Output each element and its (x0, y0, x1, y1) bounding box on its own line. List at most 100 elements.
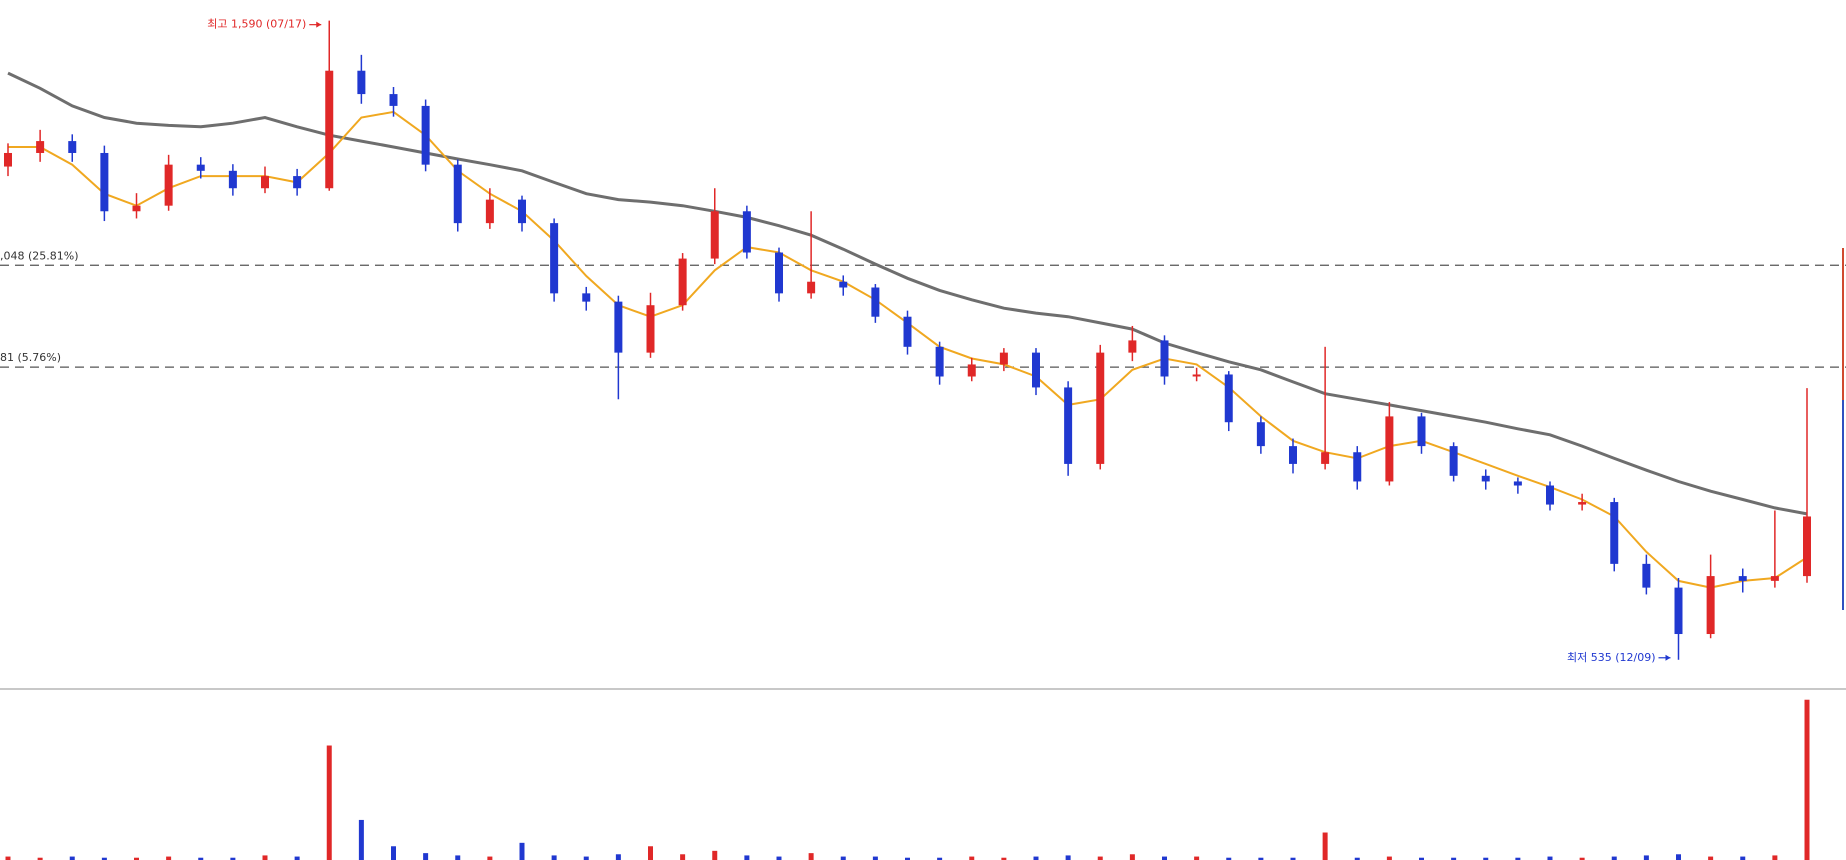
candle-body (1674, 587, 1683, 635)
volume-bar (1804, 699, 1810, 860)
volume-bar (1643, 855, 1649, 860)
volume-bar (1611, 856, 1617, 860)
volume-bar (905, 857, 910, 860)
candle-body (646, 305, 655, 353)
volume-bar (680, 854, 686, 860)
candle-body (582, 293, 591, 302)
candle-body (485, 199, 494, 224)
candle-body (1417, 416, 1426, 447)
candle-body (1578, 502, 1587, 505)
volume-bar (1579, 857, 1585, 860)
volume-bar (1001, 857, 1007, 860)
volume-bar (615, 854, 621, 860)
candle-body (1481, 475, 1490, 482)
volume-bar (583, 856, 589, 860)
candle-body (1192, 374, 1201, 377)
volume-bar (519, 842, 525, 860)
high-label: 최고 1,590 (07/17) (207, 18, 306, 31)
candle-body (1546, 485, 1554, 505)
volume-bar (808, 853, 814, 860)
volume-bar (230, 857, 236, 860)
candle-body (325, 70, 334, 189)
volume-bar (166, 856, 172, 860)
volume-bar (391, 846, 396, 860)
candle-body (1128, 340, 1137, 353)
volume-bar (969, 856, 975, 860)
volume-bar (937, 857, 943, 860)
volume-bar (776, 856, 782, 860)
candle-body (196, 164, 205, 171)
candle-body (132, 205, 141, 212)
volume-bar (1354, 857, 1360, 860)
volume-bar (1194, 856, 1200, 860)
volume-bar (326, 745, 332, 860)
volume-bar (712, 850, 718, 860)
candle-body (1256, 422, 1265, 447)
candle-body (389, 94, 398, 106)
volume-bar (872, 856, 878, 860)
candle-body (903, 316, 912, 347)
candle-body (1385, 416, 1394, 482)
volume-bar (1065, 855, 1071, 860)
candle-body (1064, 387, 1073, 464)
level-label: 81 (5.76%) (0, 351, 61, 364)
candle-body (1738, 576, 1747, 581)
volume-bar (1290, 857, 1296, 860)
volume-bar (1162, 856, 1167, 860)
volume-bar (455, 855, 461, 860)
candle-body (261, 176, 269, 189)
candle-body (550, 223, 559, 294)
candle-body (4, 152, 12, 167)
candle-body (1096, 352, 1105, 464)
high-arrowhead (316, 21, 322, 28)
volume-bar (134, 857, 139, 860)
candle-body (357, 70, 366, 95)
volume-bar (1322, 832, 1328, 860)
candle-body (68, 141, 77, 153)
candle-body (678, 258, 687, 306)
candle-body (807, 281, 816, 294)
volume-bar (1386, 856, 1392, 860)
candle-body (775, 252, 783, 294)
candle-body (839, 281, 848, 288)
candle-body (1289, 446, 1297, 464)
volume-bar (840, 856, 846, 860)
volume-bar (101, 857, 107, 860)
volume-bar (1676, 854, 1681, 860)
candle-body (1770, 576, 1779, 581)
candle-body (614, 301, 623, 353)
volume-bar (1258, 857, 1264, 860)
candle-body (999, 352, 1008, 365)
volume-bar (1033, 856, 1039, 860)
volume-bar (551, 855, 557, 860)
candle-body (1160, 340, 1169, 377)
candle-body (1706, 576, 1715, 635)
volume-bar (1419, 857, 1424, 860)
candle-body (1803, 516, 1811, 577)
candle-body (164, 164, 173, 206)
candle-body (36, 141, 45, 153)
candle-body (742, 211, 751, 253)
candle-body (293, 176, 302, 189)
candle-body (453, 164, 462, 224)
candle-body (1224, 374, 1233, 423)
candle-body (100, 152, 109, 212)
volume-bar (1740, 856, 1746, 860)
volume-bar (198, 857, 204, 860)
volume-bar (423, 853, 429, 860)
candle-body (871, 287, 880, 317)
volume-bar (487, 856, 493, 860)
volume-bar (1451, 857, 1457, 860)
candle-body (1449, 446, 1458, 476)
volume-bar (1547, 856, 1553, 860)
candle-body (1353, 452, 1362, 482)
volume-bar (37, 857, 43, 860)
candle-body (1642, 563, 1651, 588)
candle-body (228, 170, 237, 189)
level-label: ,048 (25.81%) (0, 249, 79, 262)
candle-body (1513, 481, 1522, 486)
volume-bar (5, 856, 11, 860)
candle-body (1610, 502, 1619, 564)
